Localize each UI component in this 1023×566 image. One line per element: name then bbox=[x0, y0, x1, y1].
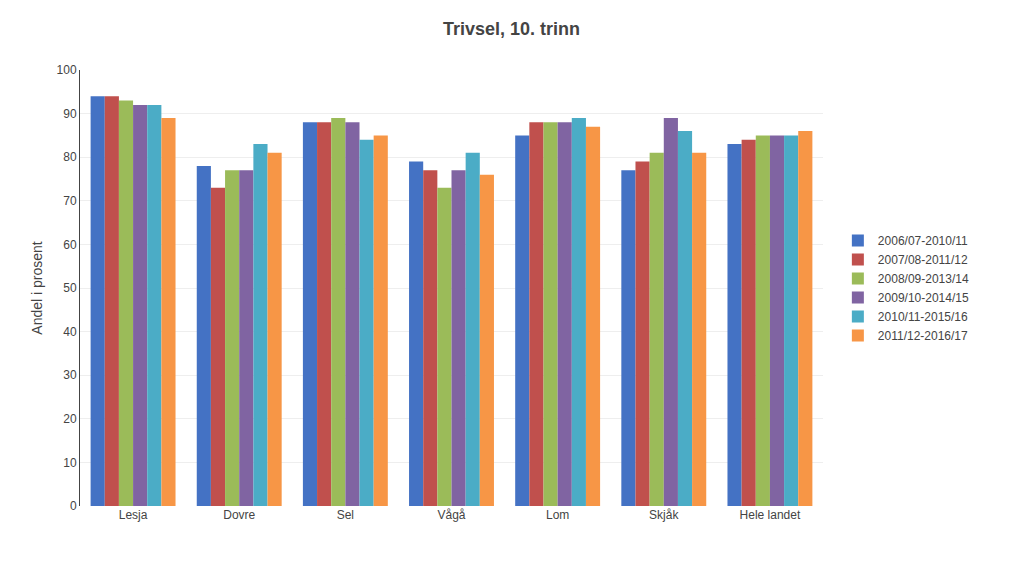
svg-text:Lom: Lom bbox=[546, 508, 569, 522]
svg-text:100: 100 bbox=[57, 63, 77, 77]
svg-text:2007/08-2011/12: 2007/08-2011/12 bbox=[878, 253, 968, 267]
svg-text:Trivsel, 10. trinn: Trivsel, 10. trinn bbox=[443, 19, 580, 39]
svg-text:Hele landet: Hele landet bbox=[740, 508, 801, 522]
svg-text:20: 20 bbox=[63, 412, 77, 426]
svg-text:Dovre: Dovre bbox=[223, 508, 255, 522]
svg-text:Andel i prosent: Andel i prosent bbox=[29, 241, 45, 335]
svg-text:90: 90 bbox=[63, 107, 77, 121]
svg-text:30: 30 bbox=[63, 368, 77, 382]
svg-text:50: 50 bbox=[63, 281, 77, 295]
svg-text:2006/07-2010/11: 2006/07-2010/11 bbox=[878, 234, 968, 248]
svg-text:10: 10 bbox=[63, 456, 77, 470]
svg-text:70: 70 bbox=[63, 194, 77, 208]
svg-text:Vågå: Vågå bbox=[437, 508, 465, 522]
svg-text:40: 40 bbox=[63, 325, 77, 339]
svg-text:2011/12-2016/17: 2011/12-2016/17 bbox=[878, 329, 968, 343]
svg-text:80: 80 bbox=[63, 150, 77, 164]
svg-text:2010/11-2015/16: 2010/11-2015/16 bbox=[878, 310, 968, 324]
svg-text:2008/09-2013/14: 2008/09-2013/14 bbox=[878, 272, 969, 286]
svg-text:Lesja: Lesja bbox=[119, 508, 148, 522]
svg-text:Sel: Sel bbox=[337, 508, 354, 522]
svg-text:2009/10-2014/15: 2009/10-2014/15 bbox=[878, 291, 969, 305]
svg-text:60: 60 bbox=[63, 238, 77, 252]
svg-text:Skjåk: Skjåk bbox=[649, 508, 679, 522]
svg-text:0: 0 bbox=[70, 499, 77, 513]
